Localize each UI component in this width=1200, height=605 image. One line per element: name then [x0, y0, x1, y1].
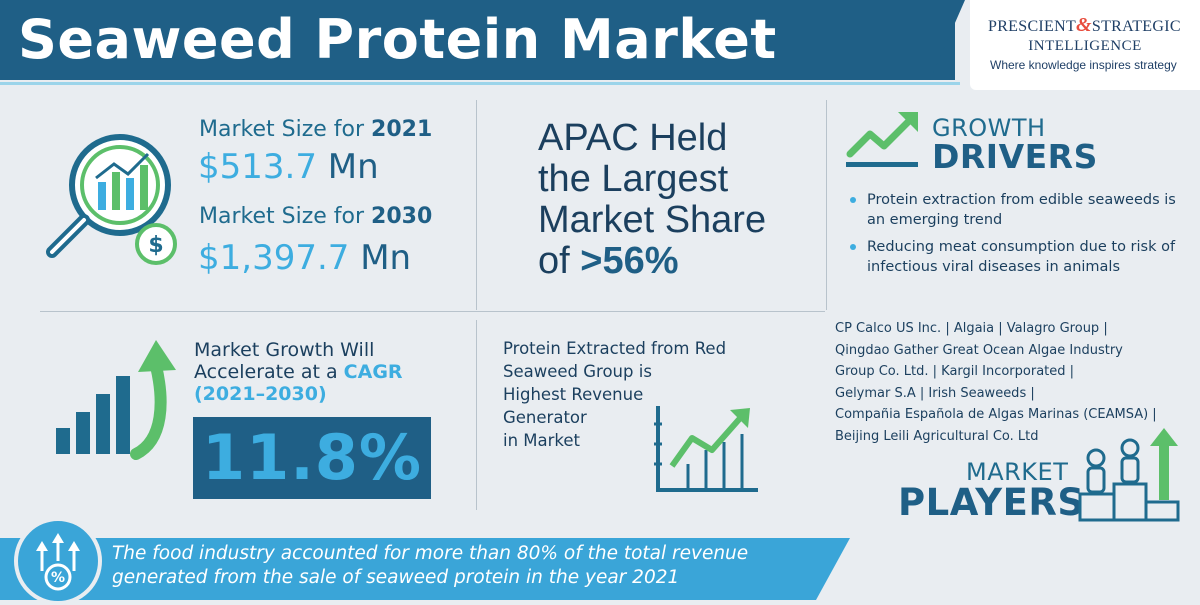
brand-ampersand: & — [1076, 14, 1092, 36]
unit-2030: Mn — [360, 238, 412, 278]
cagr-value: 11.8% — [201, 421, 423, 494]
footer-line1: The food industry accounted for more tha… — [112, 543, 749, 564]
cagr-line2-highlight: CAGR — [343, 361, 403, 383]
list-item: Qingdao Gather Great Ocean Algae Industr… — [835, 342, 1123, 358]
market-size-2030-year: 2030 — [371, 204, 433, 229]
growth-drivers-list: Protein extraction from edible seaweeds … — [847, 190, 1187, 284]
title-band-cut — [930, 0, 965, 80]
brand-name-left: PRESCIENT — [988, 18, 1077, 35]
apac-line1: APAC Held — [538, 117, 728, 159]
apac-line4-prefix: of — [538, 240, 581, 282]
market-size-2021-year: 2021 — [371, 117, 433, 142]
divider — [476, 320, 477, 510]
market-size-2021-label: Market Size for 2021 — [199, 117, 432, 142]
page-title: Seaweed Protein Market — [18, 8, 777, 71]
apac-share-value: >56% — [580, 240, 679, 282]
divider — [476, 100, 477, 310]
market-size-2030-value: $1,397.7 Mn — [198, 238, 411, 278]
market-size-2030-label: Market Size for 2030 — [199, 204, 432, 229]
list-item: CP Calco US Inc. | Algaia | Valagro Grou… — [835, 321, 1108, 336]
brand-name-right: STRATEGIC — [1091, 18, 1181, 35]
growth-arrow-icon — [846, 112, 918, 167]
brand-name: PRESCIENT&STRATEGIC — [988, 14, 1181, 37]
cagr-line1: Market Growth Will — [194, 339, 375, 361]
dollar-coin-icon: $ — [135, 223, 177, 265]
red-seaweed-line: Highest Revenue — [503, 385, 644, 404]
footer-badge: % — [14, 517, 102, 605]
value-2030: $1,397.7 — [198, 238, 350, 278]
growth-heading-big: DRIVERS — [932, 137, 1098, 176]
list-item: Protein extraction from edible seaweeds … — [847, 190, 1187, 230]
players-heading-big: PLAYERS — [898, 481, 1085, 524]
percent-growth-icon: % — [36, 533, 80, 591]
list-item: Compañia Española de Algas Marinas (CEAM… — [835, 407, 1157, 422]
brand-logo: PRESCIENT&STRATEGIC INTELLIGENCE Where k… — [970, 0, 1200, 90]
apac-line4: of >56% — [538, 241, 808, 282]
red-seaweed-line: in Market — [503, 431, 581, 450]
divider — [826, 100, 827, 310]
cagr-line2: Accelerate at a CAGR — [194, 361, 464, 383]
title-underline — [0, 82, 960, 85]
unit-2021: Mn — [327, 147, 379, 187]
players-heading-small: MARKET — [966, 458, 1069, 486]
apac-share-text: APAC Held the Largest Market Share of >5… — [538, 118, 808, 282]
list-item: Group Co. Ltd. | Kargil Incorporated | — [835, 364, 1075, 379]
footer-text: The food industry accounted for more tha… — [112, 542, 832, 590]
brand-name-line2: INTELLIGENCE — [1028, 38, 1142, 54]
market-players-list: CP Calco US Inc. | Algaia | Valagro Grou… — [835, 318, 1195, 447]
svg-text:$: $ — [148, 233, 163, 258]
cagr-value-box: 11.8% — [193, 417, 431, 499]
cagr-text: Market Growth Will Accelerate at a CAGR … — [194, 339, 464, 405]
svg-text:%: % — [51, 570, 65, 586]
apac-line2: the Largest — [538, 158, 729, 200]
market-size-2030-prefix: Market Size for — [199, 204, 372, 229]
divider — [40, 311, 825, 312]
people-podium-icon — [1078, 428, 1180, 522]
footer-line2: generated from the sale of seaweed prote… — [112, 567, 680, 588]
market-size-2021-value: $513.7 Mn — [198, 147, 379, 187]
value-2021: $513.7 — [198, 147, 317, 187]
red-seaweed-line: Generator — [503, 408, 587, 427]
list-item: Reducing meat consumption due to risk of… — [847, 237, 1187, 277]
title-band: Seaweed Protein Market — [0, 0, 955, 80]
red-seaweed-line: Protein Extracted from Red — [503, 339, 727, 358]
bar-growth-arrow-icon — [56, 340, 176, 460]
cagr-line2-prefix: Accelerate at a — [194, 361, 344, 383]
apac-line3: Market Share — [538, 199, 767, 241]
list-item: Gelymar S.A | Irish Seaweeds | — [835, 385, 1035, 401]
market-size-2021-prefix: Market Size for — [199, 117, 372, 142]
list-item: Beijing Leili Agricultural Co. Ltd — [835, 428, 1039, 444]
magnifier-chart-icon — [46, 134, 171, 258]
cagr-period: (2021–2030) — [194, 383, 327, 405]
line-chart-arrow-icon — [654, 406, 758, 492]
header: Seaweed Protein Market PRESCIENT&STRATEG… — [0, 0, 1200, 90]
red-seaweed-text: Protein Extracted from Red Seaweed Group… — [503, 337, 743, 452]
brand-tagline: Where knowledge inspires strategy — [990, 58, 1177, 72]
red-seaweed-line: Seaweed Group is — [503, 362, 652, 381]
footer-band — [0, 538, 850, 600]
growth-heading-small: GROWTH — [932, 114, 1046, 142]
